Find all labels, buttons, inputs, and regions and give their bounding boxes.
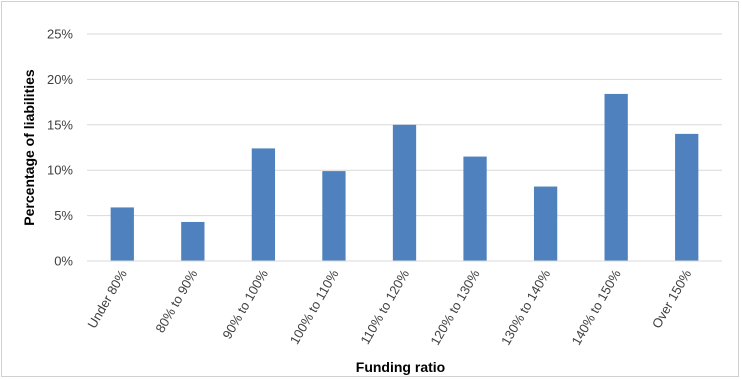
bar <box>675 133 699 261</box>
x-tick-label: 130% to 140% <box>498 267 553 348</box>
y-tick-label: 5% <box>54 208 73 223</box>
bars <box>110 93 699 261</box>
x-tick-label: 100% to 110% <box>287 267 342 347</box>
x-tick-label: 140% to 150% <box>568 267 623 348</box>
y-tick-label: 15% <box>47 117 73 132</box>
bar <box>181 221 205 261</box>
bar <box>533 186 558 261</box>
x-tick-label: 90% to 100% <box>219 267 271 342</box>
bar <box>322 171 346 261</box>
x-tick-label: Over 150% <box>649 267 695 331</box>
bar <box>110 207 134 261</box>
x-axis-title: Funding ratio <box>356 359 445 375</box>
y-axis-ticks: 0% 5% 10% 15% 20% 25% <box>47 27 73 269</box>
x-axis-ticks: Under 80% 80% to 90% 90% to 100% 100% to 11… <box>84 267 694 348</box>
x-tick-label: 120% to 130% <box>427 267 482 348</box>
y-axis-title: Percentage of liabilities <box>21 69 37 226</box>
bar <box>392 124 417 261</box>
x-tick-label: Under 80% <box>84 267 130 331</box>
bar <box>604 93 628 261</box>
x-tick-label: 80% to 90% <box>152 267 200 336</box>
x-tick-label: 110% to 120% <box>357 267 412 347</box>
bar <box>463 156 487 261</box>
y-tick-label: 10% <box>47 163 73 178</box>
bar <box>251 148 276 261</box>
y-tick-label: 20% <box>47 72 73 87</box>
y-tick-label: 25% <box>47 27 73 42</box>
y-tick-label: 0% <box>54 254 73 269</box>
